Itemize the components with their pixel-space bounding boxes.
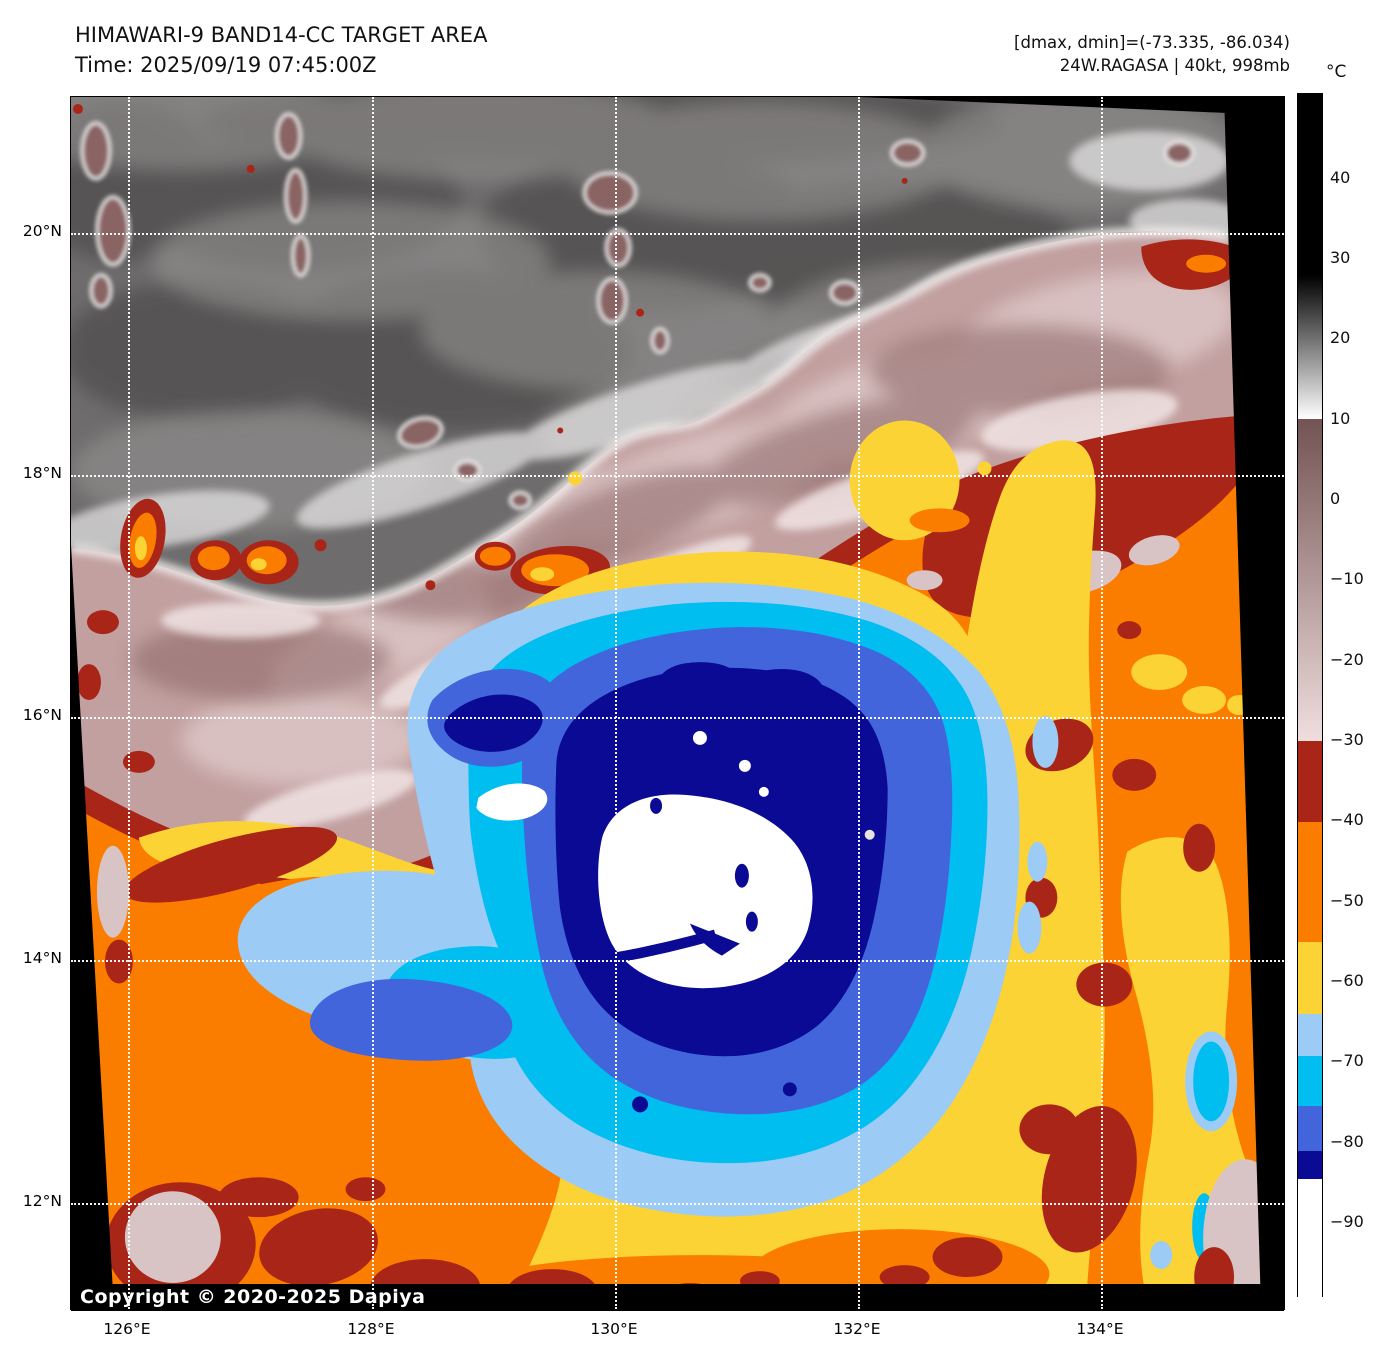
lat-tick-label: 18°N — [22, 464, 62, 482]
hot-tower-cluster — [120, 498, 610, 595]
colorbar-tick-label: −80 — [1330, 1132, 1364, 1151]
lat-tick-label: 14°N — [22, 949, 62, 967]
map-canvas: Copyright © 2020-2025 Dapiya — [70, 96, 1285, 1311]
colorbar-tick-label: −40 — [1330, 810, 1364, 829]
colorbar-segment — [1298, 1014, 1322, 1056]
colorbar-tick-label: 0 — [1330, 489, 1341, 508]
colorbar-tick-label: −10 — [1330, 569, 1364, 588]
copyright-text: Copyright © 2020-2025 Dapiya — [80, 1286, 426, 1308]
colorbar-tick-label: −70 — [1330, 1051, 1364, 1070]
colorbar-segment — [1298, 275, 1322, 419]
colorbar-tick-label: −20 — [1330, 650, 1364, 669]
cloud-edge-fringe — [71, 226, 1230, 611]
lon-tick-label: 134°E — [1076, 1320, 1124, 1338]
colorbar-segment — [1298, 419, 1322, 741]
storm-info-label: 24W.RAGASA | 40kt, 998mb — [1059, 56, 1290, 75]
colorbar-segment — [1298, 1056, 1322, 1106]
colorbar-tick-label: −60 — [1330, 971, 1364, 990]
core-slash — [596, 929, 717, 966]
storm-core — [476, 730, 875, 989]
lon-tick-label: 132°E — [833, 1320, 881, 1338]
mauve-cloud-blobs — [80, 112, 1195, 510]
lat-tick-label: 12°N — [22, 1192, 62, 1210]
white-cdo — [598, 794, 813, 989]
lon-tick-label: 126°E — [103, 1320, 151, 1338]
copyright-bar: Copyright © 2020-2025 Dapiya — [71, 1284, 1284, 1311]
colorbar-segment — [1298, 741, 1322, 822]
colorbar-segment — [1298, 1151, 1322, 1179]
scan-edge-wedges — [71, 97, 1284, 1309]
satellite-scene — [71, 97, 1284, 1309]
colorbar-tick-label: −90 — [1330, 1212, 1364, 1231]
colorbar-tick-label: −30 — [1330, 730, 1364, 749]
colorbar-segment — [1298, 822, 1322, 942]
colorbar-tick-label: 10 — [1330, 409, 1351, 428]
colorbar-segment — [1298, 942, 1322, 1014]
colorbar-segment — [1298, 1179, 1322, 1298]
colorbar-tick-label: 20 — [1330, 328, 1351, 347]
colorbar-tick-label: 30 — [1330, 248, 1351, 267]
colorbar — [1297, 93, 1323, 1298]
colorbar-segment — [1298, 94, 1322, 275]
lon-tick-label: 128°E — [347, 1320, 395, 1338]
lon-tick-label: 130°E — [590, 1320, 638, 1338]
lat-tick-label: 20°N — [22, 222, 62, 240]
colorbar-segment — [1298, 1106, 1322, 1151]
lat-tick-label: 16°N — [22, 706, 62, 724]
annotation-block: [dmax, dmin]=(-73.335, -86.034) 24W.RAGA… — [1014, 31, 1290, 77]
time-label: Time: 2025/09/19 07:45:00Z — [75, 53, 377, 77]
colorbar-tick-label: −50 — [1330, 891, 1364, 910]
page-title: HIMAWARI-9 BAND14-CC TARGET AREA — [75, 23, 488, 47]
colorbar-unit-label: °C — [1326, 62, 1347, 82]
title-block: HIMAWARI-9 BAND14-CC TARGET AREA Time: 2… — [75, 20, 487, 80]
dmax-dmin-label: [dmax, dmin]=(-73.335, -86.034) — [1014, 33, 1290, 52]
colorbar-tick-label: 40 — [1330, 168, 1351, 187]
